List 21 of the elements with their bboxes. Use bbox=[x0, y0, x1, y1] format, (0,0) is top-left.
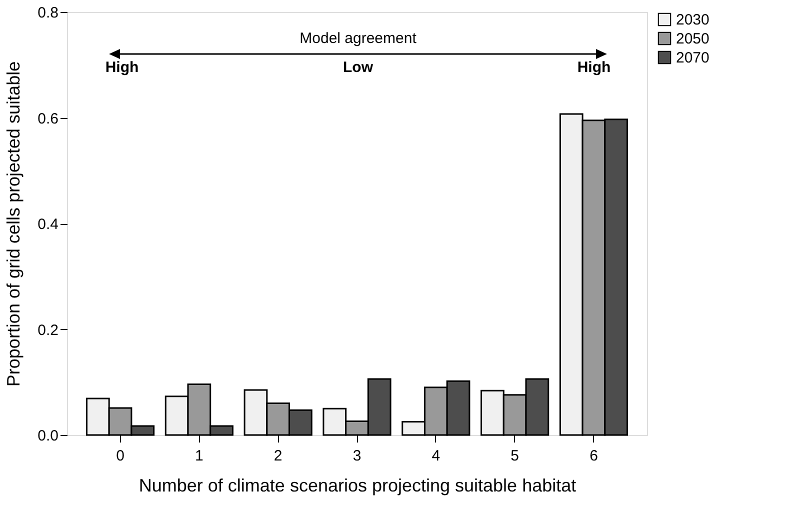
y-axis-title: Proportion of grid cells projected suitable bbox=[4, 61, 24, 387]
x-tick-label: 0 bbox=[116, 448, 124, 464]
annotation: High bbox=[105, 59, 139, 76]
legend-label: 2030 bbox=[676, 12, 710, 28]
x-axis-title: Number of climate scenarios projecting suitable habitat bbox=[138, 476, 576, 496]
annotation: High bbox=[577, 59, 611, 76]
y-tick-label: 0.8 bbox=[38, 4, 58, 22]
legend-label: 2070 bbox=[676, 50, 710, 66]
annotation: Low bbox=[343, 59, 374, 76]
x-tick-label: 1 bbox=[195, 448, 204, 464]
y-tick-label: 0.4 bbox=[38, 216, 58, 233]
x-tick-label: 2 bbox=[274, 448, 282, 464]
x-tick-label: 3 bbox=[352, 448, 362, 464]
x-tick-label: 5 bbox=[510, 448, 519, 464]
y-tick-label: 0.6 bbox=[38, 110, 58, 128]
x-tick-label: 4 bbox=[432, 448, 440, 464]
annotation: Model agreement bbox=[300, 30, 418, 47]
y-tick-label: 0.0 bbox=[38, 428, 58, 444]
x-tick-label: 6 bbox=[590, 448, 598, 464]
legend-label: 2050 bbox=[676, 30, 710, 48]
y-tick-label: 0.2 bbox=[38, 322, 58, 339]
